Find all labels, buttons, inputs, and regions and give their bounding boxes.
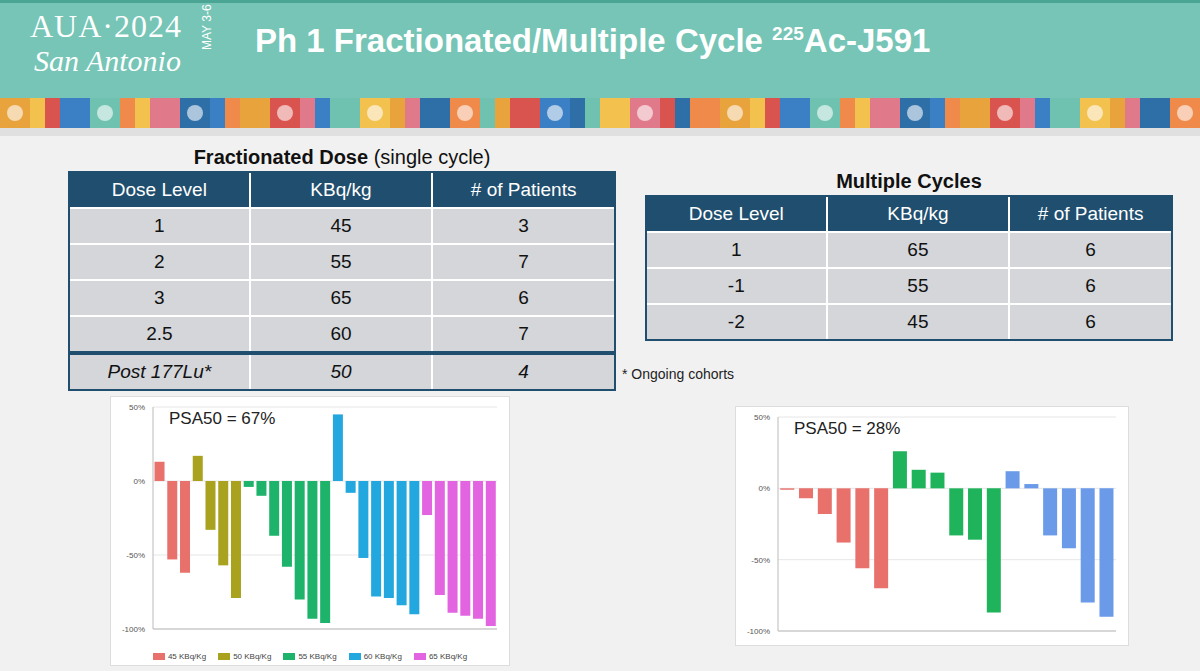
html-text:-2: -2 — [727, 311, 745, 332]
html-text:6: 6 — [1085, 275, 1096, 296]
html-text:50 KBq/Kg: 50 KBq/Kg — [233, 652, 272, 661]
html-text:1: 1 — [154, 215, 165, 236]
html-text:60: 60 — [330, 323, 352, 344]
html-text:45 KBq/Kg: 45 KBq/Kg — [167, 652, 207, 661]
html-text:65: 65 — [907, 239, 929, 260]
html-text:KBq/kg: KBq/kg — [887, 203, 949, 224]
html-text:Fractionated Dose (single cycl: Fractionated Dose (single cycle) — [193, 146, 491, 168]
html-text:# of Patients: # of Patients — [470, 179, 577, 200]
html-text:MAY 3-6: MAY 3-6 — [200, 4, 214, 50]
svg-text:0%: 0% — [758, 484, 770, 493]
html-text:2.5: 2.5 — [146, 323, 173, 344]
html-text:3: 3 — [154, 287, 165, 308]
html-text:65 KBq/Kg: 65 KBq/Kg — [428, 652, 468, 661]
html-text:55: 55 — [330, 251, 352, 272]
html-text:1: 1 — [731, 239, 742, 260]
html-text:Post 177Lu*: Post 177Lu* — [107, 361, 212, 382]
svg-text:-100%: -100% — [747, 627, 770, 636]
html-text:6: 6 — [518, 287, 529, 308]
html-text:3: 3 — [518, 215, 529, 236]
html-text:# of Patients: # of Patients — [1037, 203, 1144, 224]
html-text:* Ongoing cohorts: * Ongoing cohorts — [622, 366, 735, 382]
svg-text:50%: 50% — [129, 403, 145, 412]
html-text:Ph 1 Fractionated/Multiple Cyc: Ph 1 Fractionated/Multiple Cycle225Ac-J5… — [255, 22, 931, 59]
html-text:-1: -1 — [727, 275, 745, 296]
html-text:45: 45 — [330, 215, 352, 236]
svg-text:0%: 0% — [133, 477, 145, 486]
html-text:45: 45 — [907, 311, 929, 332]
svg-text:-100%: -100% — [122, 625, 145, 634]
html-text:6: 6 — [1085, 239, 1096, 260]
html-text:Dose Level: Dose Level — [688, 203, 784, 224]
html-text:PSA50 = 67%: PSA50 = 67% — [169, 409, 276, 428]
html-text:San Antonio: San Antonio — [34, 44, 181, 77]
html-text:6: 6 — [1085, 311, 1096, 332]
html-text:7: 7 — [518, 323, 529, 344]
html-text:65: 65 — [330, 287, 352, 308]
html-text:55 KBq/Kg: 55 KBq/Kg — [298, 652, 337, 661]
html-text:KBq/kg: KBq/kg — [310, 179, 372, 200]
html-text:AUA·2024: AUA·2024 — [30, 8, 182, 44]
html-text:60 KBq/Kg: 60 KBq/Kg — [363, 652, 402, 661]
html-text:Dose Level: Dose Level — [111, 179, 207, 200]
html-text:50: 50 — [330, 361, 352, 382]
html-text:4: 4 — [518, 361, 529, 382]
svg-text:-50%: -50% — [751, 556, 770, 565]
svg-text:-50%: -50% — [126, 551, 145, 560]
html-text:Multiple Cycles: Multiple Cycles — [836, 170, 982, 192]
html-text:2: 2 — [154, 251, 165, 272]
html-text:7: 7 — [518, 251, 529, 272]
html-text:55: 55 — [907, 275, 929, 296]
html-text:PSA50 = 28%: PSA50 = 28% — [794, 419, 901, 438]
svg-text:50%: 50% — [754, 413, 770, 422]
